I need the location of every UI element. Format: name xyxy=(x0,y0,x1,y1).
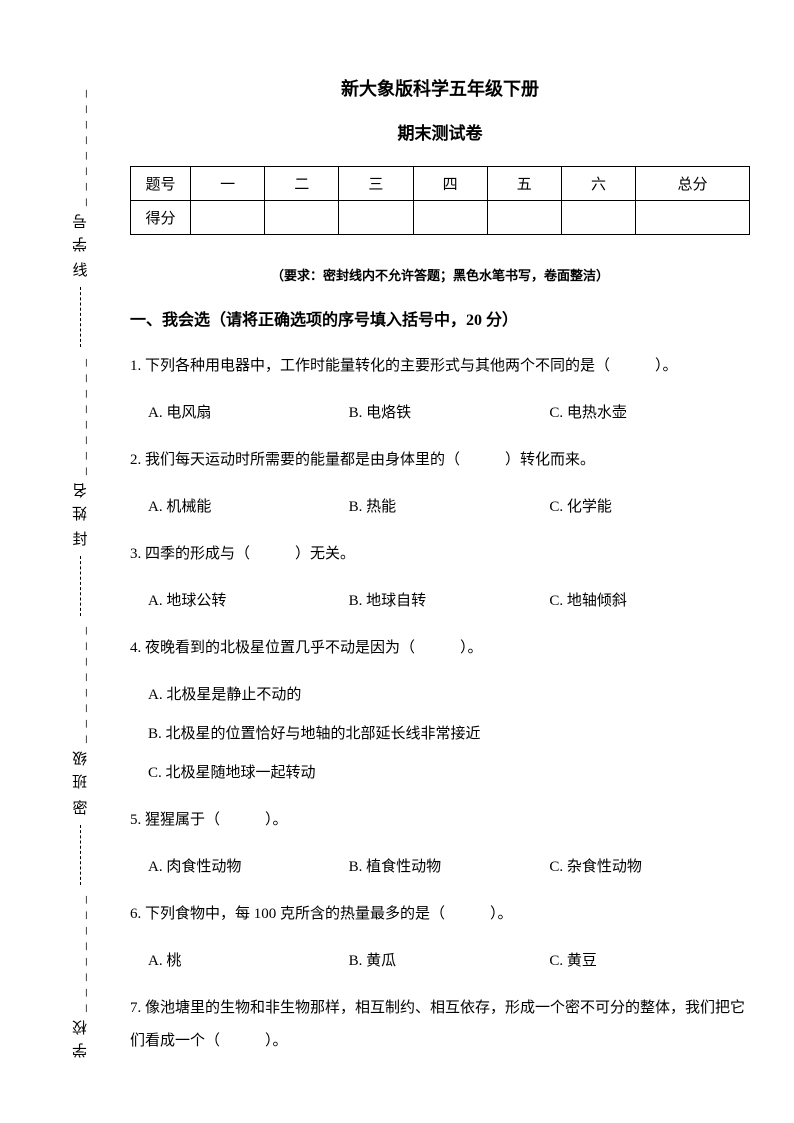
score-cell-2[interactable] xyxy=(265,201,339,235)
score-value-row: 得分 xyxy=(131,201,750,235)
q2-opt-a: A. 机械能 xyxy=(148,491,349,524)
score-col-6: 六 xyxy=(561,167,635,201)
exam-content: 新大象版科学五年级下册 期末测试卷 题号 一 二 三 四 五 六 总分 得分 （… xyxy=(130,75,750,1072)
q3-opt-a: A. 地球公转 xyxy=(148,585,349,618)
seal-char-feng: 封 xyxy=(72,528,87,549)
q1-opt-c: C. 电热水壶 xyxy=(549,397,750,430)
q1-options: A. 电风扇 B. 电烙铁 C. 电热水壶 xyxy=(130,397,750,430)
q3-opt-c: C. 地轴倾斜 xyxy=(549,585,750,618)
score-col-4: 四 xyxy=(413,167,487,201)
score-cell-total[interactable] xyxy=(636,201,750,235)
score-col-5: 五 xyxy=(487,167,561,201)
score-row2-label: 得分 xyxy=(131,201,191,235)
q6-opt-b: B. 黄瓜 xyxy=(349,945,550,978)
q6-text: 6. 下列食物中，每 100 克所含的热量最多的是（ ）。 xyxy=(130,898,750,931)
q6-opt-a: A. 桃 xyxy=(148,945,349,978)
score-col-1: 一 xyxy=(191,167,265,201)
side-label-xuehao: 学号________ xyxy=(70,82,91,252)
q4-opt-a: A. 北极星是静止不动的 xyxy=(148,679,750,712)
q6-opt-c: C. 黄豆 xyxy=(549,945,750,978)
score-cell-3[interactable] xyxy=(339,201,413,235)
q4-options: A. 北极星是静止不动的 B. 北极星的位置恰好与地轴的北部延长线非常接近 C.… xyxy=(130,679,750,790)
score-cell-4[interactable] xyxy=(413,201,487,235)
q2-options: A. 机械能 B. 热能 C. 化学能 xyxy=(130,491,750,524)
score-col-total: 总分 xyxy=(636,167,750,201)
q4-opt-b: B. 北极星的位置恰好与地轴的北部延长线非常接近 xyxy=(148,718,750,751)
seal-char-xian: 线 xyxy=(72,259,87,280)
q1-opt-a: A. 电风扇 xyxy=(148,397,349,430)
score-cell-1[interactable] xyxy=(191,201,265,235)
q2-text: 2. 我们每天运动时所需要的能量都是由身体里的（ ）转化而来。 xyxy=(130,444,750,477)
side-label-xingming: 姓名________ xyxy=(70,351,91,521)
score-row1-label: 题号 xyxy=(131,167,191,201)
score-col-2: 二 xyxy=(265,167,339,201)
q5-opt-b: B. 植食性动物 xyxy=(349,851,550,884)
q5-opt-a: A. 肉食性动物 xyxy=(148,851,349,884)
score-cell-5[interactable] xyxy=(487,201,561,235)
q5-text: 5. 猩猩属于（ ）。 xyxy=(130,804,750,837)
q6-options: A. 桃 B. 黄瓜 C. 黄豆 xyxy=(130,945,750,978)
seal-dash-1 xyxy=(80,287,81,347)
score-col-3: 三 xyxy=(339,167,413,201)
section1-heading: 一、我会选（请将正确选项的序号填入括号中，20 分） xyxy=(130,306,750,330)
q3-options: A. 地球公转 B. 地球自转 C. 地轴倾斜 xyxy=(130,585,750,618)
q4-opt-c: C. 北极星随地球一起转动 xyxy=(148,757,750,790)
q2-opt-c: C. 化学能 xyxy=(549,491,750,524)
q1-opt-b: B. 电烙铁 xyxy=(349,397,550,430)
seal-char-mi: 密 xyxy=(72,797,87,818)
q1-text: 1. 下列各种用电器中，工作时能量转化的主要形式与其他两个不同的是（ ）。 xyxy=(130,350,750,383)
score-cell-6[interactable] xyxy=(561,201,635,235)
page-subtitle: 期末测试卷 xyxy=(130,119,750,144)
seal-dash-2 xyxy=(80,556,81,616)
q4-text: 4. 夜晚看到的北极星位置几乎不动是因为（ ）。 xyxy=(130,632,750,665)
side-label-banji: 班级________ xyxy=(70,619,91,789)
page-title: 新大象版科学五年级下册 xyxy=(130,75,750,101)
score-header-row: 题号 一 二 三 四 五 六 总分 xyxy=(131,167,750,201)
q3-text: 3. 四季的形成与（ ）无关。 xyxy=(130,538,750,571)
q5-opt-c: C. 杂食性动物 xyxy=(549,851,750,884)
seal-dash-3 xyxy=(80,825,81,885)
score-table: 题号 一 二 三 四 五 六 总分 得分 xyxy=(130,166,750,235)
side-label-xuexiao: 学校________ xyxy=(70,888,91,1058)
q5-options: A. 肉食性动物 B. 植食性动物 C. 杂食性动物 xyxy=(130,851,750,884)
sealed-sidebar: 学号________ 线 姓名________ 封 班级________ 密 学… xyxy=(50,80,110,1060)
q3-opt-b: B. 地球自转 xyxy=(349,585,550,618)
q7-text: 7. 像池塘里的生物和非生物那样，相互制约、相互依存，形成一个密不可分的整体，我… xyxy=(130,992,750,1058)
exam-note: （要求：密封线内不允许答题；黑色水笔书写，卷面整洁） xyxy=(130,265,750,284)
q2-opt-b: B. 热能 xyxy=(349,491,550,524)
